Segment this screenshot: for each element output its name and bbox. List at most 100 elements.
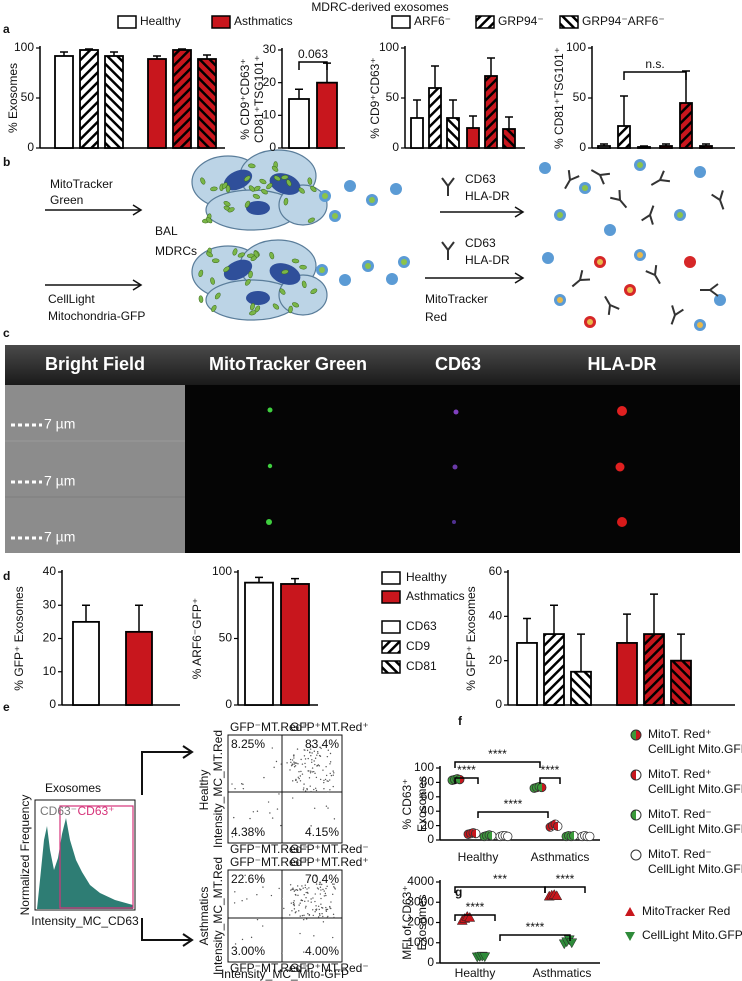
error-bar bbox=[640, 145, 648, 147]
panel-label: g bbox=[455, 885, 462, 899]
error-bar bbox=[413, 99, 421, 118]
mitochondrion bbox=[272, 303, 280, 310]
arrow-head bbox=[514, 206, 525, 218]
error-bar bbox=[600, 143, 608, 146]
event bbox=[304, 886, 306, 889]
event bbox=[321, 883, 323, 886]
event bbox=[325, 909, 327, 911]
y-tick-label: 40 bbox=[43, 564, 57, 578]
y-tick-label: 60 bbox=[489, 564, 503, 578]
event bbox=[311, 761, 313, 763]
histogram-shape bbox=[37, 818, 133, 909]
event bbox=[297, 776, 299, 778]
event bbox=[256, 810, 259, 812]
group-label: Healthy bbox=[197, 770, 211, 811]
exosome-core bbox=[557, 297, 563, 303]
event bbox=[260, 877, 263, 879]
bar bbox=[244, 581, 274, 706]
event bbox=[332, 913, 335, 916]
event bbox=[291, 910, 293, 912]
event bbox=[234, 943, 237, 945]
event bbox=[313, 750, 316, 752]
mitochondrion bbox=[310, 288, 318, 295]
event bbox=[298, 777, 300, 780]
bar bbox=[617, 125, 631, 149]
quadrant-percent: 4.38% bbox=[231, 825, 265, 839]
y-tick-label: 100 bbox=[414, 760, 434, 774]
y-tick-label: 0 bbox=[427, 955, 434, 969]
event bbox=[320, 747, 322, 750]
mitochondrion bbox=[273, 175, 281, 181]
x-tick-label: Asthmatics bbox=[531, 850, 590, 864]
event bbox=[309, 785, 311, 787]
event bbox=[307, 913, 309, 915]
event bbox=[315, 789, 318, 792]
legend-label: MitoT. Red⁺ bbox=[648, 767, 712, 781]
event bbox=[242, 787, 245, 790]
diagram-label: MitoTracker bbox=[50, 177, 113, 191]
significance-bracket bbox=[454, 777, 479, 784]
bar bbox=[502, 128, 516, 149]
mitochondrion bbox=[225, 185, 231, 193]
antibody bbox=[700, 283, 719, 297]
event bbox=[327, 749, 329, 751]
event bbox=[291, 759, 294, 761]
exosome bbox=[694, 166, 706, 178]
event bbox=[322, 888, 324, 891]
quadrant-percent: 70.4% bbox=[305, 872, 339, 886]
panel-label: d bbox=[3, 569, 10, 583]
bar bbox=[637, 146, 651, 149]
scale-label: 7 µm bbox=[44, 473, 75, 489]
mitochondrion bbox=[250, 303, 255, 311]
event bbox=[293, 761, 295, 763]
error-bar bbox=[650, 593, 658, 635]
exosome bbox=[390, 183, 402, 195]
event bbox=[317, 888, 320, 890]
mitochondrion bbox=[307, 217, 315, 223]
event bbox=[294, 762, 296, 764]
event bbox=[298, 770, 300, 773]
event bbox=[298, 910, 300, 912]
significance-label: **** bbox=[556, 872, 575, 886]
significance-label: *** bbox=[493, 872, 507, 886]
exosome-core bbox=[401, 259, 407, 265]
antibody bbox=[650, 170, 671, 186]
error-bar bbox=[702, 143, 710, 146]
y-tick-label: 60 bbox=[421, 789, 435, 803]
y-tick-label: 4000 bbox=[407, 874, 434, 888]
event bbox=[304, 762, 306, 765]
event bbox=[292, 888, 294, 891]
event bbox=[314, 893, 316, 895]
event bbox=[271, 747, 273, 749]
event bbox=[319, 778, 322, 781]
exosome-core bbox=[365, 263, 371, 269]
y-tick-label: 20 bbox=[489, 653, 503, 667]
diagram-label: Green bbox=[50, 193, 83, 207]
diagram bbox=[45, 149, 726, 331]
event bbox=[304, 900, 306, 903]
event bbox=[315, 908, 318, 910]
event bbox=[289, 914, 291, 916]
y-tick-label: 40 bbox=[421, 803, 435, 817]
event bbox=[319, 914, 321, 916]
event bbox=[310, 898, 312, 900]
event bbox=[252, 811, 255, 813]
mitochondrion bbox=[244, 279, 251, 286]
mitochondrion bbox=[206, 217, 213, 224]
column-header: CD63 bbox=[435, 354, 481, 374]
exosome-core bbox=[319, 267, 325, 273]
event bbox=[326, 908, 329, 911]
legend-label: GRP94⁻ARF6⁻ bbox=[582, 14, 665, 28]
event bbox=[313, 807, 316, 810]
event bbox=[245, 739, 247, 741]
error-bar bbox=[153, 55, 161, 59]
y-axis-label: CD81⁺TSG101⁺ bbox=[252, 55, 266, 143]
event bbox=[295, 762, 298, 764]
quadrant-plot bbox=[227, 734, 343, 844]
event bbox=[299, 902, 301, 904]
bar bbox=[699, 145, 713, 149]
event bbox=[319, 893, 322, 895]
error-bar bbox=[577, 633, 585, 672]
event bbox=[322, 921, 325, 923]
event bbox=[292, 901, 295, 904]
